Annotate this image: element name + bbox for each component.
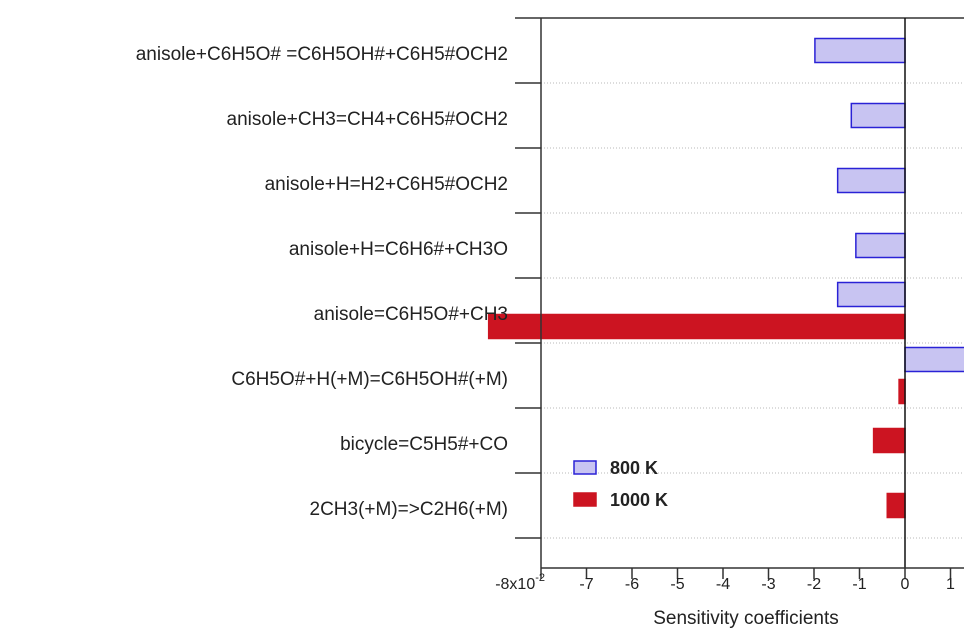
- bar-800k: [836, 281, 906, 308]
- category-label: C6H5O#+H(+M)=C6H5OH#(+M): [231, 369, 508, 390]
- x-tick-label: -5: [670, 576, 684, 593]
- legend-swatch-800k: [573, 460, 597, 475]
- x-axis-title: Sensitivity coefficients: [653, 608, 839, 628]
- legend-swatch-1000k: [573, 492, 597, 507]
- labels-layer: anisole+C6H5O# =C6H5OH#+C6H5#OCH2 anisole…: [136, 44, 955, 593]
- legend: 800 K 1000 K: [573, 458, 668, 510]
- x-tick-label: -1: [852, 576, 866, 593]
- category-label: anisole+H=C6H6#+CH3O: [289, 239, 508, 260]
- category-label: anisole+H=H2+C6H5#OCH2: [265, 174, 508, 195]
- bars-layer: [487, 37, 964, 519]
- bar-800k: [814, 37, 906, 64]
- category-label: bicycle=C5H5#+CO: [340, 434, 508, 455]
- x-tick-label: -7: [579, 576, 593, 593]
- x-tick-label: -8x10-2: [495, 572, 545, 593]
- bar-800k: [904, 346, 964, 373]
- bar-800k: [836, 167, 906, 194]
- x-tick-label: 1: [946, 576, 955, 593]
- axes-layer: [515, 17, 964, 579]
- grid-layer: [541, 82, 964, 539]
- legend-label-1000k: 1000 K: [610, 490, 668, 510]
- bar-800k: [855, 232, 906, 259]
- x-tick-label: -2: [807, 576, 821, 593]
- category-label: anisole+C6H5O# =C6H5OH#+C6H5#OCH2: [136, 44, 508, 65]
- category-label: anisole=C6H5O#+CH3: [314, 304, 508, 325]
- x-tick-label: -4: [716, 576, 730, 593]
- category-label: 2CH3(+M)=>C2H6(+M): [310, 499, 509, 520]
- bar-1000k: [487, 313, 906, 340]
- bar-1000k: [886, 492, 906, 519]
- x-tick-label: -3: [761, 576, 775, 593]
- x-tick-label: -6: [625, 576, 639, 593]
- bar-1000k: [872, 427, 906, 454]
- legend-label-800k: 800 K: [610, 458, 658, 478]
- x-tick-label: 0: [901, 576, 910, 593]
- bar-1000k: [898, 378, 906, 405]
- category-label: anisole+CH3=CH4+C6H5#OCH2: [227, 109, 508, 130]
- bar-800k: [850, 102, 906, 129]
